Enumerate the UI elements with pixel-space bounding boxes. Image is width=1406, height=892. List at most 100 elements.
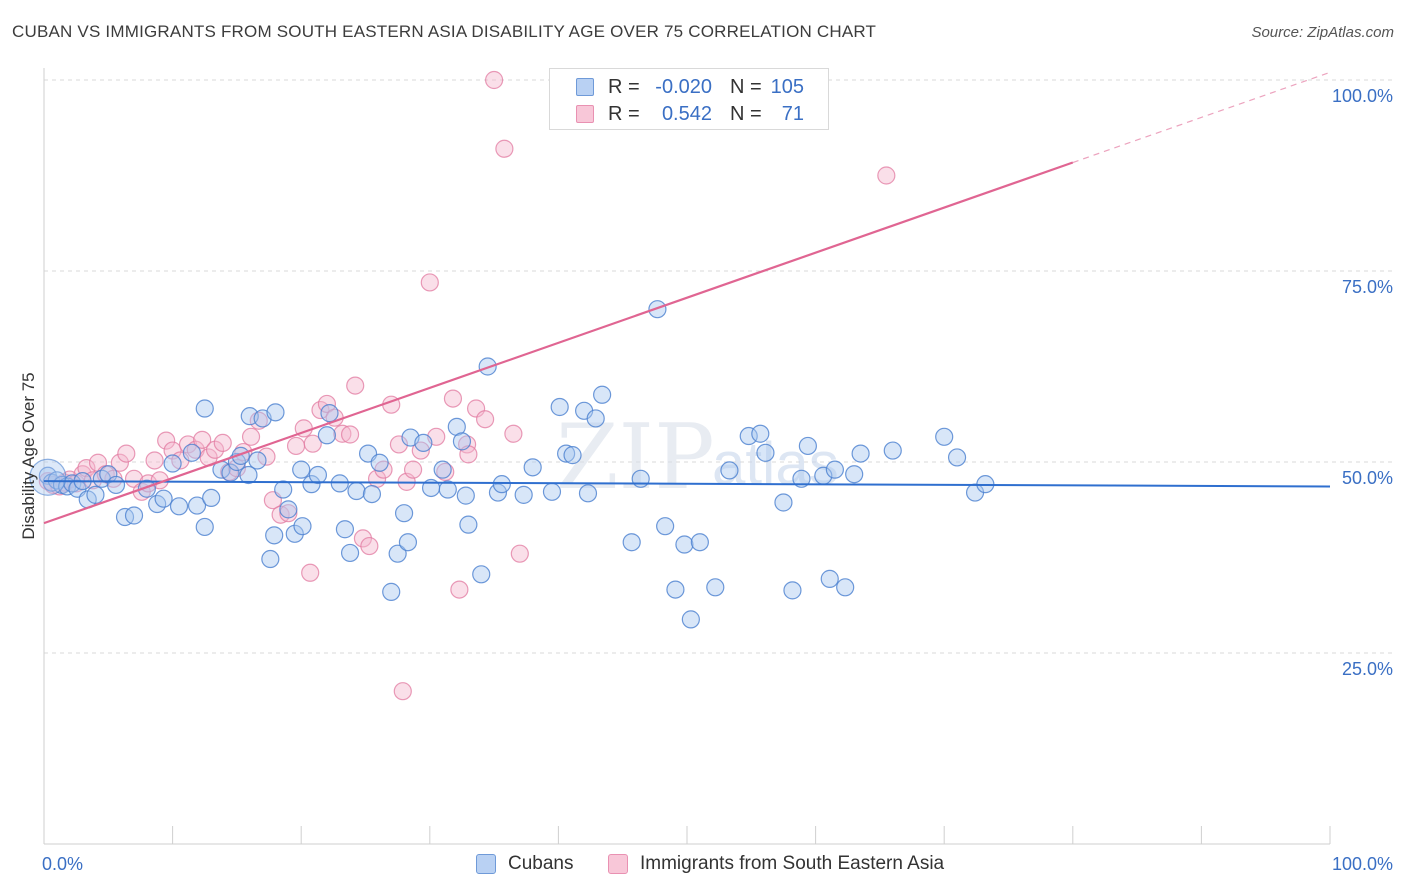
data-point-cubans xyxy=(388,544,407,563)
data-point-cubans xyxy=(414,433,433,452)
data-point-cubans xyxy=(563,446,582,465)
watermark-atlas: atlas xyxy=(712,430,839,497)
data-point-immigrants xyxy=(213,433,232,452)
data-point-cubans xyxy=(292,460,311,479)
stats-row-immigrants: R = 0.542 N = 71 xyxy=(550,101,828,127)
data-point-cubans xyxy=(335,520,355,539)
data-point-cubans xyxy=(187,496,207,515)
stats-r-value-cubans: -0.020 xyxy=(655,76,712,98)
data-point-immigrants xyxy=(241,427,261,446)
data-point-cubans xyxy=(836,578,855,597)
stats-swatch-cubans xyxy=(576,78,594,96)
y-tick-label: 50.0% xyxy=(1342,468,1393,488)
data-point-cubans xyxy=(783,581,802,600)
data-point-cubans xyxy=(825,460,844,479)
data-point-immigrants xyxy=(301,563,320,582)
watermark: ZIP atlas xyxy=(556,405,839,510)
data-point-cubans xyxy=(239,465,258,485)
data-point-cubans xyxy=(845,465,864,484)
data-point-immigrants xyxy=(286,436,306,456)
data-point-cubans xyxy=(202,488,221,508)
stats-n-value-cubans: 105 xyxy=(770,76,804,98)
trend-line-cubans xyxy=(43,480,1331,488)
gridlines xyxy=(44,79,1392,654)
data-point-cubans xyxy=(115,507,135,527)
y-ticks: 25.0% 50.0% 75.0% 100.0% xyxy=(1332,86,1393,679)
data-point-immigrants xyxy=(485,70,504,90)
data-point-cubans xyxy=(195,517,214,537)
data-point-cubans xyxy=(947,448,967,467)
data-point-cubans xyxy=(578,484,598,503)
data-point-cubans xyxy=(124,506,144,525)
data-point-cubans xyxy=(394,504,414,523)
data-point-cubans xyxy=(675,535,694,554)
data-point-cubans xyxy=(308,465,328,485)
data-point-cubans xyxy=(542,482,562,501)
data-point-immigrants xyxy=(163,441,182,460)
stats-r-value-immigrants: 0.542 xyxy=(661,103,712,125)
data-point-cubans xyxy=(433,460,452,479)
chart-source: Source: ZipAtlas.com xyxy=(1251,24,1394,41)
data-point-cubans xyxy=(492,475,511,494)
data-point-cubans xyxy=(86,485,105,504)
data-point-cubans xyxy=(261,549,280,569)
data-point-immigrants xyxy=(443,389,463,408)
data-point-cubans xyxy=(382,582,401,601)
data-point-immigrants xyxy=(340,425,360,444)
trend-line-immigrants-extrapolated xyxy=(1072,71,1331,164)
data-point-cubans xyxy=(438,480,457,499)
stats-r-label: R = xyxy=(608,103,640,125)
data-point-cubans xyxy=(792,469,811,488)
data-point-cubans xyxy=(248,451,267,470)
data-point-immigrants xyxy=(504,424,523,443)
stats-legend-box: R = -0.020 N = 105 R = 0.542 N = 71 xyxy=(549,68,829,130)
data-point-cubans xyxy=(347,481,366,501)
y-axis-title: Disability Age Over 75 xyxy=(19,372,38,539)
data-point-immigrants xyxy=(110,453,129,472)
data-point-cubans xyxy=(265,526,284,545)
data-point-cubans xyxy=(586,409,605,428)
data-point-cubans xyxy=(798,436,817,456)
data-point-cubans xyxy=(293,517,312,536)
data-point-immigrants xyxy=(205,440,225,459)
data-point-immigrants xyxy=(360,536,379,556)
data-point-immigrants xyxy=(389,435,409,454)
data-point-cubans xyxy=(935,427,954,446)
stats-row-cubans: R = -0.020 N = 105 xyxy=(550,74,828,100)
data-point-cubans xyxy=(720,461,739,480)
watermark-zip: ZIP xyxy=(556,405,715,510)
data-point-cubans xyxy=(452,432,472,451)
data-point-immigrants xyxy=(346,376,365,395)
data-point-cubans xyxy=(883,441,902,460)
data-point-cubans xyxy=(739,426,758,446)
data-point-cubans xyxy=(593,385,612,404)
trend-lines xyxy=(43,71,1331,525)
data-point-immigrants xyxy=(257,447,276,466)
data-point-cubans xyxy=(751,424,770,443)
data-point-immigrants xyxy=(450,580,469,599)
legend-swatch-cubans xyxy=(476,854,496,874)
data-point-cubans xyxy=(169,497,189,516)
data-point-immigrants xyxy=(333,424,352,443)
data-point-cubans xyxy=(774,493,793,512)
data-point-immigrants xyxy=(393,682,412,701)
data-point-cubans xyxy=(851,444,870,463)
data-point-cubans xyxy=(279,500,298,519)
data-point-cubans xyxy=(370,453,389,472)
series-cubans-points xyxy=(29,300,995,629)
data-point-cubans xyxy=(154,489,173,508)
data-point-cubans xyxy=(195,399,214,418)
data-point-cubans-cluster xyxy=(29,458,67,496)
legend-label-cubans: Cubans xyxy=(508,853,574,874)
y-tick-label: 100.0% xyxy=(1332,86,1393,106)
data-point-cubans xyxy=(488,483,508,502)
data-point-cubans xyxy=(266,403,285,422)
data-point-cubans xyxy=(706,578,725,597)
data-point-cubans xyxy=(456,486,475,505)
data-point-cubans xyxy=(182,443,201,462)
data-point-immigrants xyxy=(353,529,373,548)
data-point-cubans xyxy=(690,533,709,552)
data-point-cubans xyxy=(163,454,182,473)
